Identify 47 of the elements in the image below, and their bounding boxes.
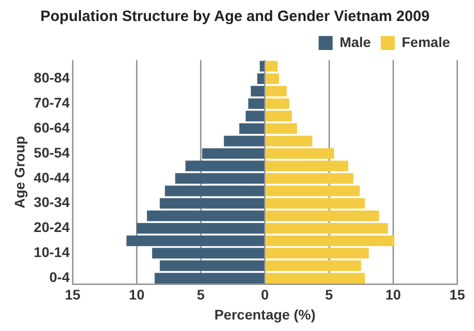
bar [266, 73, 280, 84]
x-tick-label: 10 [128, 286, 145, 303]
bar [146, 210, 264, 222]
bar [266, 60, 278, 72]
y-tick-label: 20-24 [34, 219, 70, 236]
bar [250, 86, 264, 96]
bar [257, 73, 264, 84]
x-axis-title: Percentage (%) [214, 306, 316, 322]
bar [266, 98, 290, 109]
bar [266, 248, 369, 259]
legend-label: Female [402, 34, 450, 50]
bar [160, 260, 264, 271]
bar [266, 235, 394, 246]
chart-title: Population Structure by Age and Gender Vietnam 2009 [40, 8, 430, 26]
bar [266, 198, 365, 209]
bar [266, 210, 380, 222]
bar [248, 98, 264, 109]
y-tick-label: 30-34 [34, 194, 70, 210]
bar [152, 248, 264, 259]
x-tick-label: 5 [325, 286, 334, 303]
bar [126, 235, 264, 246]
bar [266, 223, 388, 234]
x-tick-label: 15 [449, 286, 466, 303]
bar [266, 260, 362, 271]
bar [136, 223, 264, 234]
y-tick-label: 80-84 [34, 70, 70, 86]
x-tick-label: 0 [261, 286, 270, 303]
y-tick-label: 60-64 [34, 119, 70, 136]
y-tick-label: 0-4 [49, 269, 70, 286]
y-tick-label: 70-74 [34, 94, 70, 110]
bar [164, 186, 264, 196]
bar [266, 110, 292, 122]
y-tick-label: 40-44 [34, 169, 70, 186]
y-tick-label: 10-14 [34, 244, 70, 260]
bar [160, 198, 264, 209]
y-axis-title: Age Group [11, 136, 28, 208]
bar [246, 110, 264, 122]
legend-label: Male [340, 34, 371, 50]
bar [154, 272, 264, 284]
bar [266, 186, 360, 196]
bar [266, 86, 287, 96]
bar [266, 272, 365, 284]
y-tick-label: 50-54 [34, 144, 70, 160]
bar [260, 60, 264, 72]
x-tick-label: 10 [385, 286, 402, 303]
x-tick-label: 15 [64, 286, 81, 303]
x-tick-label: 5 [196, 286, 205, 303]
